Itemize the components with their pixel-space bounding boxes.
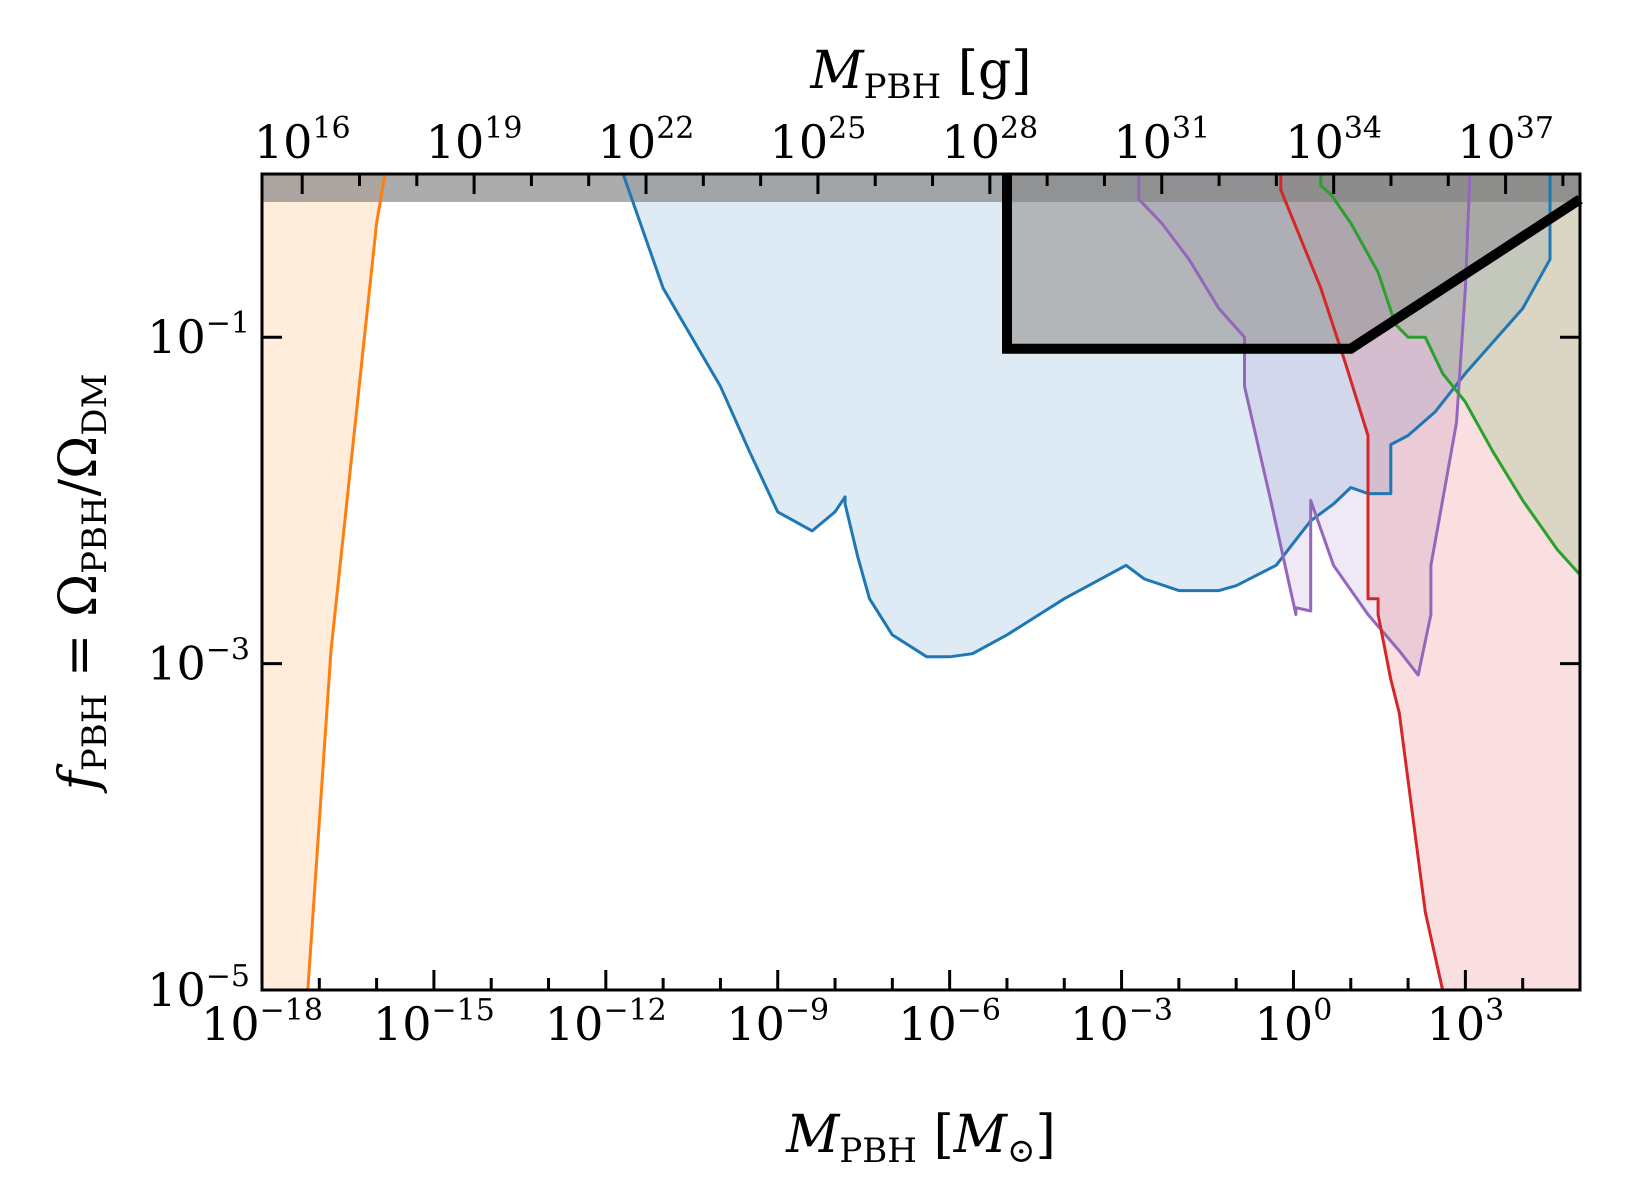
x-tick-label: 10−15 [373,993,495,1051]
x-tick-label: 100 [1255,993,1333,1051]
x2-tick-label: 1016 [254,111,351,169]
x-tick-label: 10−3 [1070,993,1173,1051]
top-shading-band [262,174,1580,202]
x-tick-label: 10−6 [898,993,1001,1051]
series-2-line [1137,173,1472,677]
y-axis-label: fPBH = ΩPBH/ΩDM [49,374,115,795]
x2-axis-label: MPBH [g] [809,41,1031,107]
x2-tick-label: 1025 [770,111,867,169]
x2-tick-label: 1028 [941,111,1038,169]
series-0-fill [262,174,385,990]
series-5-line [1002,174,1583,354]
series-5-fill [1007,174,1580,349]
x-tick-label: 103 [1427,993,1505,1051]
tick-labels: 10−18 10−15 10−12 10−9 10−6 10−3 100 103 1016 101… [147,111,1554,1051]
y-tick-label: 10−3 [147,633,250,691]
series-4-line [1319,174,1582,576]
plot-frame [260,172,1582,992]
y-tick-label: 10−1 [147,306,250,364]
x2-tick-label: 1019 [426,111,523,169]
x-axis-label: MPBH [M⊙] [785,1105,1056,1171]
constraint-fills [262,174,1580,990]
x2-tick-label: 1031 [1113,111,1210,169]
series-1-line [621,173,1552,659]
y-tick-label: 10−5 [147,959,250,1017]
x2-tick-label: 1034 [1285,111,1382,169]
x-tick-label: 10−18 [201,993,323,1051]
x-tick-label: 10−9 [726,993,829,1051]
constraint-lines [262,173,1583,992]
x2-tick-label: 1037 [1457,111,1554,169]
series-3-line [1279,174,1580,992]
x2-tick-label: 1022 [598,111,695,169]
x-tick-label: 10−12 [545,993,667,1051]
